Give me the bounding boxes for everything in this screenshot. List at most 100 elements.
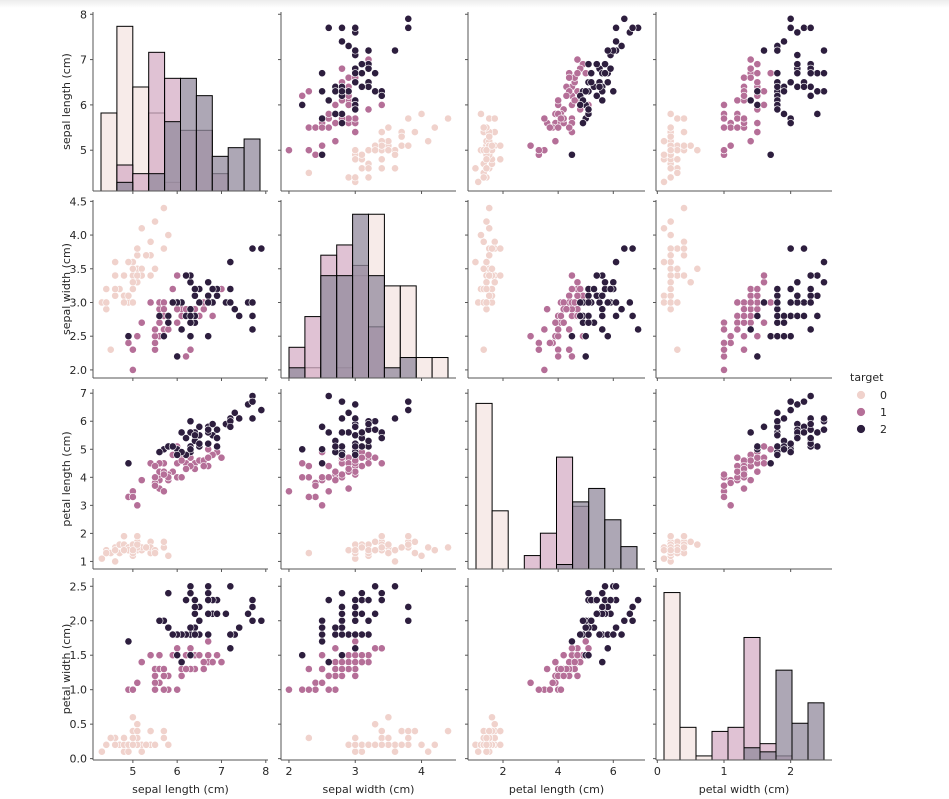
scatter-point (146, 237, 155, 246)
scatter-point (780, 87, 788, 96)
scatter-point (584, 60, 593, 69)
scatter-point (364, 651, 373, 660)
scatter-point (199, 462, 208, 471)
panels-layer: 5 6 7 8 2.0 2.5 3.0 3.5 4.0 4.5 1 2 3 4 5 6 7 0.0 0.5 1.0 1.… (60, 8, 832, 796)
scatter-point (793, 82, 802, 91)
scatter-point (133, 540, 142, 549)
scatter-point (357, 150, 366, 159)
scatter-point (177, 473, 186, 482)
scatter-point (746, 456, 755, 465)
scatter-point (666, 271, 675, 280)
scatter-point (740, 305, 748, 314)
scatter-point (444, 543, 452, 552)
scatter-point (482, 305, 491, 314)
scatter-point (285, 146, 293, 155)
scatter-point (720, 123, 728, 132)
scatter-point (159, 204, 168, 212)
scatter-point (488, 244, 496, 253)
scatter-point (496, 271, 505, 280)
scatter-point (159, 244, 168, 253)
scatter-point (331, 442, 340, 451)
scatter-point (581, 332, 590, 341)
scatter-point (471, 258, 480, 266)
y-tick-label: 4 (80, 471, 87, 484)
x-tick-label: 4 (418, 765, 425, 778)
scatter-point (186, 623, 195, 632)
scatter-point (168, 442, 177, 451)
scatter-point (111, 740, 120, 749)
scatter-point (568, 271, 576, 280)
scatter-point (581, 87, 590, 96)
scatter-point (331, 665, 340, 673)
scatter-point (248, 244, 257, 253)
scatter-point (177, 325, 186, 334)
scatter-point (548, 678, 557, 687)
scatter-point (159, 671, 168, 680)
scatter-point (793, 400, 802, 409)
scatter-point (298, 685, 307, 694)
scatter-point (720, 318, 728, 327)
scatter-point (628, 23, 637, 32)
hist-bar-class-2 (620, 546, 638, 570)
scatter-point (800, 82, 808, 91)
scatter-point (318, 678, 326, 687)
panel-0-2 (465, 12, 645, 194)
scatter-point (338, 609, 346, 618)
y-tick-label: 3.0 (70, 296, 88, 309)
y-tick-label: 7 (80, 387, 87, 400)
scatter-point (554, 123, 563, 132)
hist-bar-class-0 (475, 402, 493, 570)
scatter-point (142, 740, 151, 749)
scatter-point (813, 312, 822, 320)
scatter-point (331, 87, 340, 96)
scatter-point (318, 651, 326, 660)
scatter-point (204, 453, 213, 462)
scatter-point (217, 453, 226, 462)
scatter-point (601, 582, 609, 591)
scatter-point (124, 339, 133, 347)
y-tick-label: 0.5 (70, 718, 88, 731)
scatter-point (773, 46, 782, 55)
scatter-point (786, 285, 795, 293)
scatter-point (173, 651, 182, 660)
scatter-point (371, 87, 380, 96)
scatter-point (760, 298, 768, 307)
scatter-point (151, 264, 159, 273)
scatter-point (318, 87, 326, 96)
scatter-point (318, 422, 326, 431)
x-tick-label: 2 (500, 765, 507, 778)
scatter-point (628, 603, 637, 611)
scatter-point (248, 616, 257, 625)
scatter-point (666, 264, 675, 273)
scatter-point (120, 546, 128, 555)
scatter-point (820, 425, 828, 434)
scatter-point (780, 414, 788, 423)
scatter-point (377, 100, 386, 109)
scatter-point (766, 459, 775, 468)
scatter-point (186, 318, 195, 327)
scatter-point (746, 318, 755, 327)
scatter-point (786, 312, 795, 320)
scatter-point (186, 345, 195, 354)
panel-1-3 (653, 200, 832, 381)
scatter-point (377, 644, 386, 653)
scatter-point (496, 244, 505, 253)
scatter-point (186, 644, 195, 653)
scatter-point (357, 651, 366, 660)
y-tick-label: 4.5 (70, 195, 88, 208)
scatter-point (204, 298, 213, 307)
scatter-point (474, 747, 483, 756)
scatter-point (377, 434, 386, 442)
scatter-point (584, 105, 593, 114)
scatter-point (680, 204, 688, 212)
scatter-point (128, 685, 137, 694)
scatter-point (793, 434, 802, 442)
scatter-point (298, 91, 307, 100)
scatter-point (226, 422, 235, 431)
scatter-point (786, 298, 795, 307)
scatter-point (377, 740, 386, 749)
scatter-point (576, 298, 585, 307)
scatter-point (612, 312, 620, 320)
y-axis-title: petal width (cm) (60, 624, 73, 715)
scatter-point (331, 137, 340, 146)
